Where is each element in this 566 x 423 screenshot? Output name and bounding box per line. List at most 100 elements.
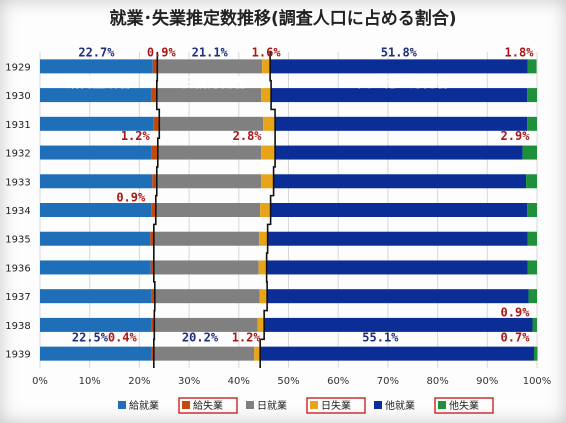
bar-segment: [273, 174, 527, 189]
legend-highlight-box: [434, 397, 494, 414]
bar-segment: [254, 346, 261, 361]
bar-segment: [40, 289, 152, 304]
legend-label: 日就業: [257, 399, 287, 412]
x-tick-label: 10%: [79, 376, 101, 387]
legend-label: 他失業: [449, 399, 479, 412]
bar-segment: [40, 346, 152, 361]
y-tick-label: 1931: [5, 120, 30, 131]
bar-segment: [259, 289, 268, 304]
bar-segment: [261, 145, 276, 160]
legend-label: 他就業: [385, 399, 415, 412]
annotation-label: 22.7%: [78, 45, 115, 59]
annotation-label: 0.7%: [501, 330, 531, 344]
annotation-label: 51.8%: [381, 45, 418, 59]
annotation-label: 20.2%: [182, 330, 219, 344]
bar-segment: [271, 88, 528, 103]
bar-segment: [40, 203, 152, 217]
bar-segment: [154, 317, 258, 332]
bars: [40, 59, 538, 361]
region-label: 給料生活者: [66, 75, 131, 91]
bar-segment: [156, 174, 262, 189]
bar-segment: [262, 59, 271, 74]
y-axis-labels: 1929 1930 1931 1932 1933 1934 1935 1936 1937 1938…: [5, 62, 30, 360]
bar-segment: [528, 289, 537, 304]
bar-segment: [40, 116, 154, 131]
region-labels: 給料生活者 日傭労働者 其の他の労働者: [66, 75, 449, 91]
bar-segment: [270, 59, 528, 74]
group-dividers: [153, 52, 276, 368]
legend-swatch: [310, 401, 318, 409]
legend-swatch: [182, 401, 190, 409]
bar-segment: [151, 346, 154, 361]
bar-segment: [260, 203, 271, 217]
x-tick-label: 90%: [476, 376, 498, 387]
legend: 給就業 給失業 日就業 日失業 他就業 他失業: [118, 397, 494, 414]
region-label: 日傭労働者: [181, 75, 246, 91]
annotation-label: 55.1%: [362, 330, 399, 344]
y-tick-label: 1937: [5, 292, 30, 303]
y-tick-label: 1934: [5, 206, 30, 217]
x-tick-label: 30%: [178, 376, 200, 387]
bar-segment: [151, 88, 157, 103]
annotation-label: 2.9%: [501, 129, 531, 143]
legend-label: 給失業: [193, 399, 223, 412]
region-label: 其の他の労働者: [358, 75, 449, 91]
bar-segment: [150, 260, 154, 275]
bar-segment: [526, 174, 537, 189]
bar-segment: [151, 289, 155, 304]
bar-segment: [40, 174, 153, 189]
bar-segment: [152, 59, 158, 74]
bar-segment: [40, 59, 153, 74]
annotation-label: 0.9%: [501, 306, 531, 320]
x-tick-label: 60%: [327, 376, 349, 387]
bar-segment: [157, 59, 263, 74]
legend-label: 給就業: [129, 399, 159, 412]
bar-segment: [264, 317, 533, 332]
annotations: 22.7% 0.9% 21.1% 1.6% 51.8% 1.8% 1.2% 2.8% 2.9% 0…: [72, 45, 534, 344]
bar-segment: [527, 260, 537, 275]
legend-swatch: [374, 401, 382, 409]
annotation-label: 1.8%: [505, 45, 535, 59]
y-tick-label: 1935: [5, 235, 30, 246]
chart-title: 就業･失業推定数推移(調査人口に占める割合): [109, 8, 456, 29]
legend-label: 日失業: [321, 399, 351, 412]
group-divider: [153, 52, 161, 368]
legend-highlight-box: [306, 397, 366, 414]
bar-segment: [154, 289, 260, 304]
y-tick-label: 1930: [5, 91, 30, 102]
x-tick-label: 50%: [277, 376, 299, 387]
annotation-label: 21.1%: [192, 45, 229, 59]
bar-segment: [40, 260, 151, 275]
bar-segment: [155, 203, 261, 217]
group-divider: [259, 52, 276, 368]
bar-segment: [40, 88, 152, 103]
bar-segment: [534, 346, 538, 361]
annotation-label: 2.8%: [233, 129, 263, 143]
bar-segment: [266, 260, 528, 275]
bar-segment: [151, 203, 156, 217]
x-axis-ticks: 0% 10% 20% 30% 40% 50% 60% 70% 80% 90% 100%: [32, 376, 551, 387]
bar-segment: [527, 116, 537, 131]
x-tick-label: 100%: [523, 376, 552, 387]
bar-segment: [260, 346, 535, 361]
bar-segment: [275, 116, 528, 131]
bar-segment: [151, 145, 158, 160]
bar-segment: [259, 231, 268, 246]
x-tick-label: 0%: [32, 376, 48, 387]
y-tick-label: 1933: [5, 177, 30, 188]
bar-segment: [153, 116, 160, 131]
bar-segment: [267, 289, 529, 304]
x-tick-label: 80%: [426, 376, 448, 387]
bar-segment: [263, 116, 276, 131]
annotation-label: 0.4%: [108, 330, 138, 344]
bar-segment: [532, 317, 537, 332]
bar-segment: [527, 88, 537, 103]
bar-segment: [151, 317, 155, 332]
y-tick-label: 1938: [5, 321, 30, 332]
bar-segment: [527, 59, 537, 74]
legend-highlight-box: [178, 397, 238, 414]
legend-swatch: [438, 401, 446, 409]
y-tick-label: 1936: [5, 263, 30, 274]
bar-segment: [40, 317, 152, 332]
